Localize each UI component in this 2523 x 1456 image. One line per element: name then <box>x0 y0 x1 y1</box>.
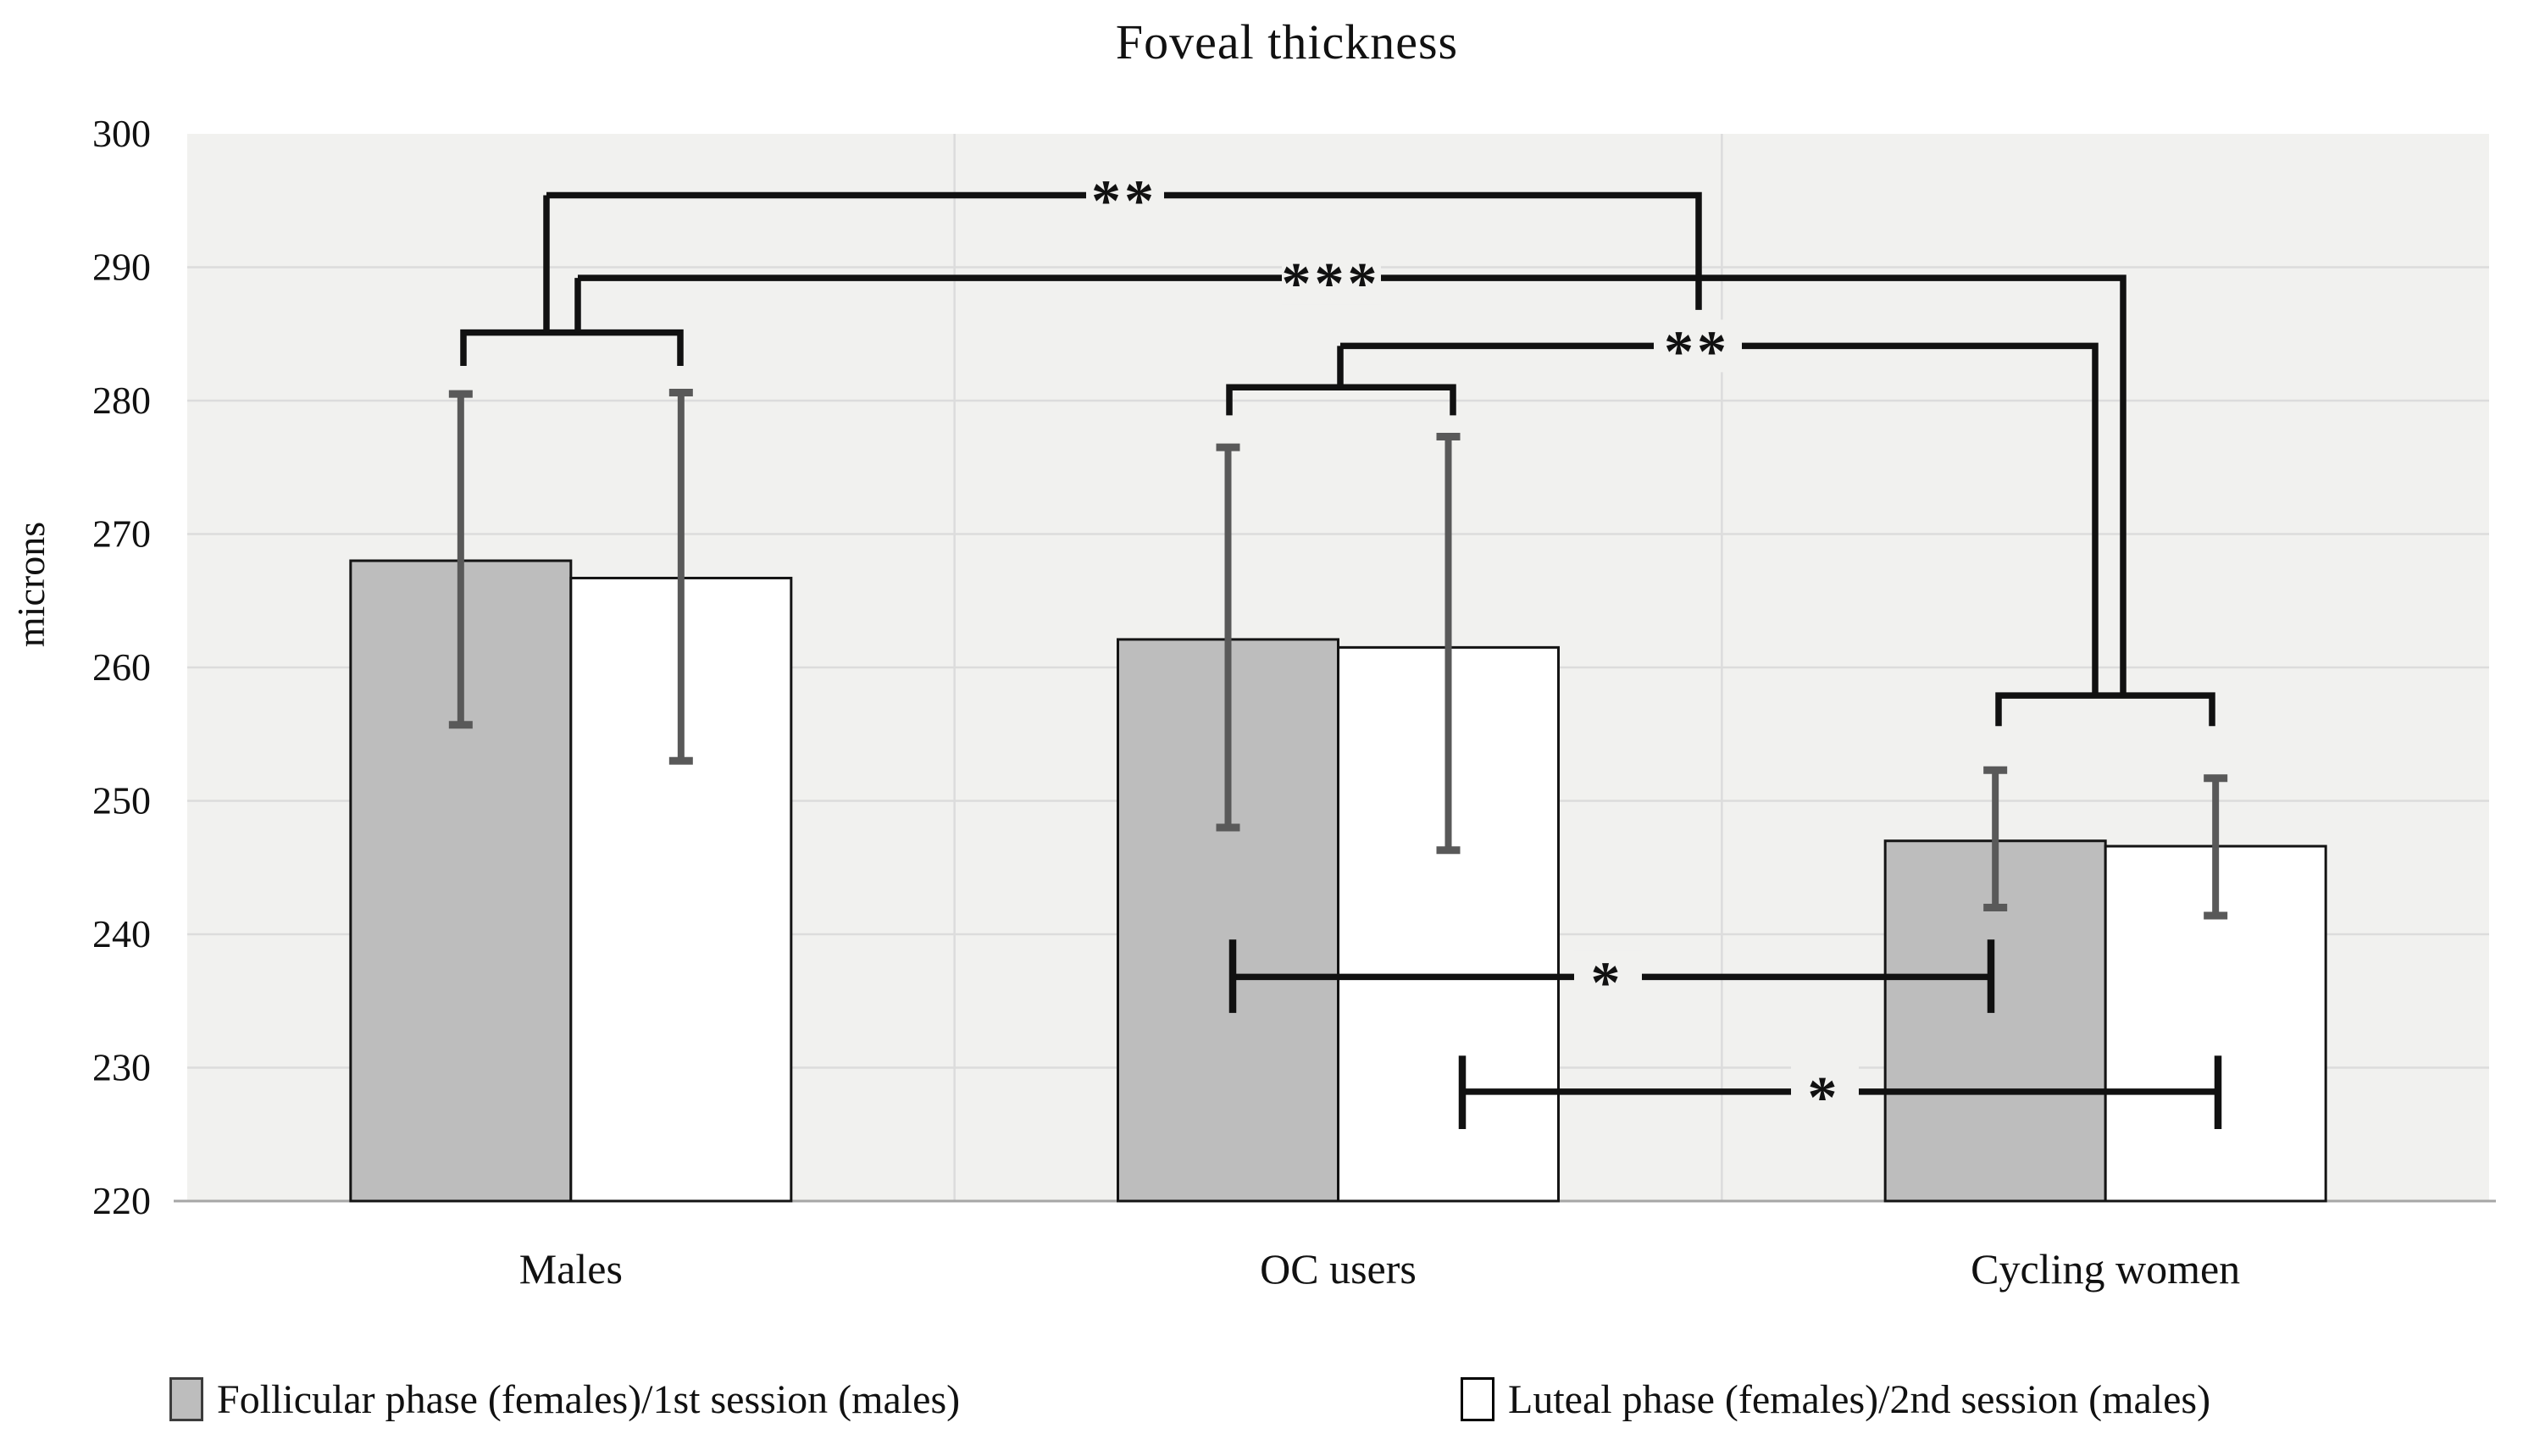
sig-star-line-luteal-oc-vs-cycling-label: * <box>1808 1066 1841 1131</box>
y-tick-label-290: 290 <box>92 246 151 289</box>
legend-item-follicular: Follicular phase (females)/1st session (… <box>169 1374 960 1425</box>
sig-low-bracket-oc-vs-cycling <box>1340 342 2099 696</box>
sig-mid-bracket-males-vs-cycling-label-gap <box>1282 252 1381 305</box>
sig-star-line-luteal-oc-vs-cycling-label-gap <box>1791 1065 1859 1118</box>
y-axis-title: microns <box>9 522 53 647</box>
chart-title: Foveal thickness <box>1115 14 1459 69</box>
y-tick-label-300: 300 <box>92 112 151 155</box>
sig-low-bracket-oc-vs-cycling-label-gap <box>1654 319 1742 373</box>
y-tick-label-240: 240 <box>92 912 151 955</box>
legend: Follicular phase (females)/1st session (… <box>0 1374 2523 1433</box>
x-category-label-oc-users: OC users <box>1260 1245 1417 1293</box>
sig-top-bracket-males-vs-cycling-label: ** <box>1091 169 1157 234</box>
x-category-label-cycling-women: Cycling women <box>1971 1245 2240 1293</box>
sig-star-line-follicular-oc-vs-cycling-label: * <box>1591 950 1624 1016</box>
sig-top-bracket-males-vs-cycling <box>546 191 1702 310</box>
sig-mid-bracket-males-vs-cycling-label: *** <box>1282 252 1381 317</box>
sig-top-bracket-males-vs-cycling-label-gap <box>1086 169 1164 222</box>
y-tick-label-250: 250 <box>92 779 151 822</box>
legend-label-luteal: Luteal phase (females)/2nd session (male… <box>1508 1376 2211 1422</box>
x-category-label-males: Males <box>519 1245 623 1293</box>
sig-mid-bracket-males-vs-cycling <box>578 274 2127 696</box>
sig-star-line-follicular-oc-vs-cycling-label-gap <box>1574 950 1642 1004</box>
y-tick-label-280: 280 <box>92 379 151 422</box>
sig-cycling-pair-bracket <box>1995 692 2215 727</box>
y-tick-label-230: 230 <box>92 1046 151 1089</box>
legend-item-luteal: Luteal phase (females)/2nd session (male… <box>1461 1374 2210 1425</box>
legend-swatch-follicular-icon <box>169 1377 203 1421</box>
legend-swatch-luteal-icon <box>1461 1377 1494 1421</box>
y-tick-label-270: 270 <box>92 512 151 556</box>
sig-males-pair-bracket <box>460 329 684 367</box>
sig-low-bracket-oc-vs-cycling-label: ** <box>1664 319 1730 385</box>
y-tick-label-260: 260 <box>92 645 151 689</box>
y-tick-label-220: 220 <box>92 1179 151 1222</box>
legend-label-follicular: Follicular phase (females)/1st session (… <box>217 1376 961 1422</box>
